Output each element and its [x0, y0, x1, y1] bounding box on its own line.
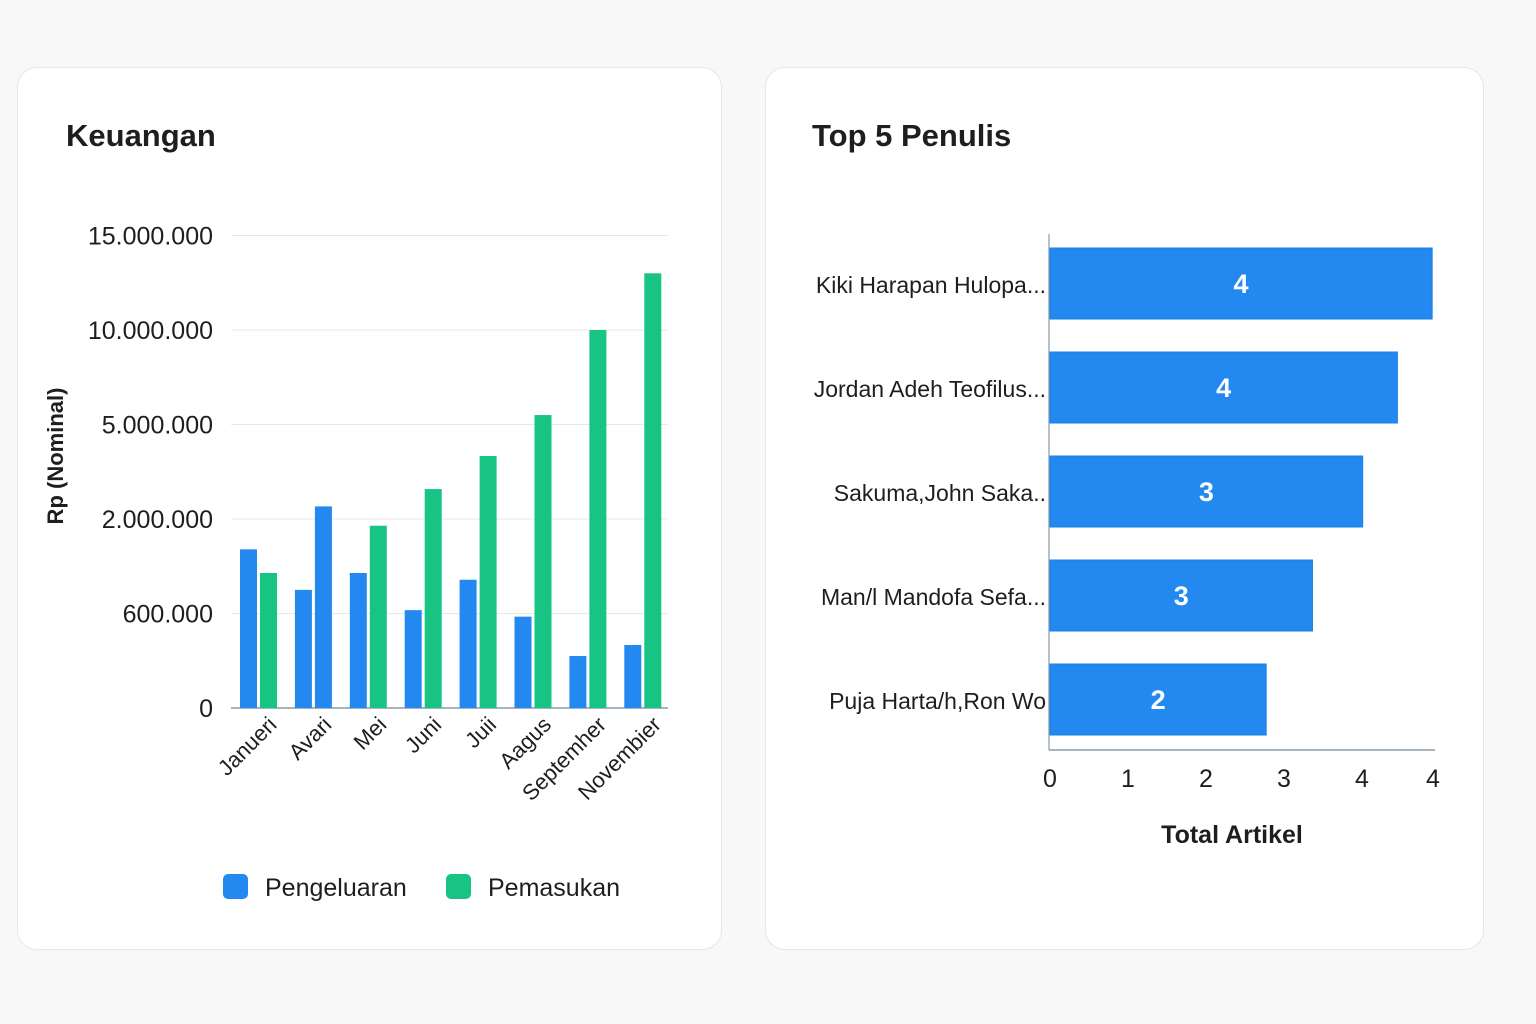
y-tick-label: 0	[199, 695, 213, 723]
bar-data-label: 4	[1216, 373, 1231, 403]
bar-pengeluaran-1	[294, 589, 312, 708]
x-tick-label: Avari	[284, 712, 337, 765]
finance-chart-title: Keuangan	[66, 118, 216, 153]
y-tick-label: 15.000.000	[88, 223, 213, 251]
bar-pengeluaran-3	[404, 610, 422, 708]
bar-pemasukan-2	[369, 525, 387, 708]
x-tick-label: 0	[1043, 765, 1057, 793]
bar-writer-4	[1049, 663, 1267, 736]
bar-pemasukan-1	[314, 506, 332, 708]
bar-pengeluaran-0	[240, 549, 257, 708]
x-tick-label: 2	[1199, 765, 1213, 793]
x-tick-label: 1	[1121, 765, 1135, 793]
bar-writer-3	[1049, 559, 1313, 632]
top-writers-card: Top 5 Penulis 4 Kiki Harapan Hulopa... 4 Jo…	[765, 67, 1484, 950]
top-writers-bar-chart: 4 Kiki Harapan Hulopa... 4 Jordan Adeh Teof…	[814, 234, 1440, 849]
x-tick-label: Juni	[400, 712, 446, 758]
bar-pemasukan-0	[260, 573, 277, 708]
x-tick-label: Januerі	[213, 712, 282, 781]
bar-pemasukan-4	[479, 456, 497, 708]
x-axis-label: Total Artikel	[1161, 821, 1303, 849]
y-tick-label: Puja Harta/h,Ron Wo	[829, 688, 1046, 714]
top-writers-chart-title: Top 5 Penulis	[812, 118, 1012, 153]
y-tick-label: Kiki Harapan Hulopa...	[816, 272, 1046, 298]
legend-label-pengeluaran: Pengeluaran	[265, 874, 407, 902]
y-tick-label: 2.000.000	[102, 506, 213, 534]
x-tick-label: Juii	[460, 712, 501, 753]
legend-swatch-pengeluaran	[223, 874, 248, 899]
legend-swatch-pemasukan	[446, 874, 471, 899]
y-tick-label: Man/l Mandofa Sefa...	[821, 584, 1046, 610]
y-tick-label: 10.000.000	[88, 317, 213, 345]
bar-data-label: 3	[1199, 477, 1214, 507]
x-tick-label: 3	[1277, 765, 1291, 793]
bar-data-label: 2	[1151, 685, 1166, 715]
bar-writer-2	[1049, 455, 1364, 528]
y-tick-label: Sakuma,John Saka..	[834, 480, 1046, 506]
bar-pemasukan-6	[589, 330, 607, 708]
bar-pengeluaran-5	[514, 616, 532, 708]
y-tick-label: 5.000.000	[102, 412, 213, 440]
finance-bar-chart: 0 600.000 2.000.000 5.000.000 10.000.000 15.0…	[43, 223, 668, 902]
bar-pengeluaran-7	[624, 645, 642, 708]
bar-writer-1	[1049, 351, 1398, 424]
y-tick-label: Jordan Adeh Teofilus...	[814, 376, 1046, 402]
bar-data-label: 4	[1234, 269, 1249, 299]
bar-data-label: 3	[1174, 581, 1189, 611]
bar-pengeluaran-2	[349, 573, 367, 708]
bar-writer-0	[1049, 247, 1433, 320]
bar-pengeluaran-4	[459, 579, 477, 708]
bar-pemasukan-5	[534, 415, 552, 708]
x-tick-label: 4	[1426, 765, 1440, 793]
bar-pengeluaran-6	[569, 656, 587, 708]
y-axis-label: Rp (Nominal)	[43, 388, 68, 525]
legend-label-pemasukan: Pemasukan	[488, 874, 620, 902]
y-tick-label: 600.000	[123, 601, 213, 629]
bar-pemasukan-3	[424, 489, 442, 708]
x-tick-label: Mei	[349, 712, 392, 755]
x-tick-label: 4	[1355, 765, 1369, 793]
bar-pemasukan-7	[644, 273, 662, 708]
finance-card: Keuangan 0 600.000 2.000.000 5.000.000 10.00…	[17, 67, 722, 950]
